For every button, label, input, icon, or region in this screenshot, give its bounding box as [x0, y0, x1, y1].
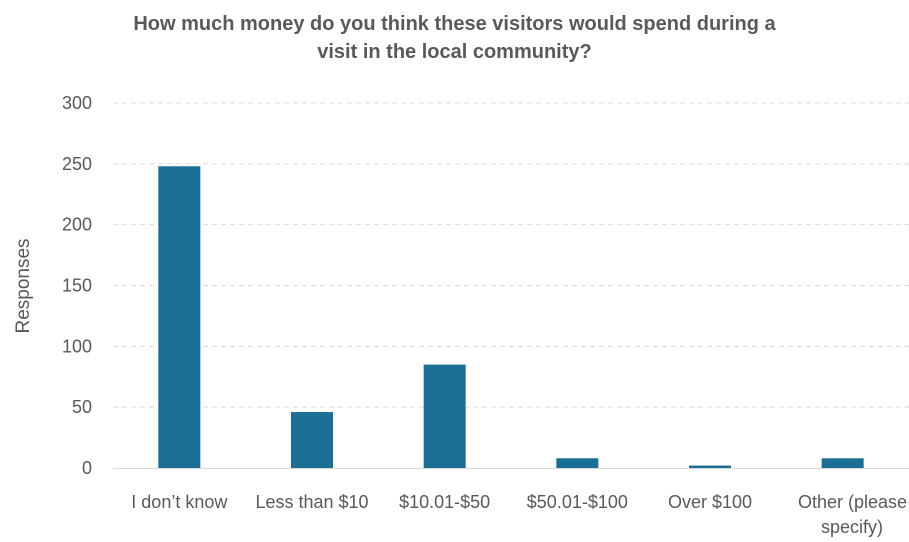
y-tick-label: 0	[82, 458, 92, 478]
bar	[291, 412, 333, 468]
axes: 0 50 100 150 200 250 300 I don’t know Less than …	[62, 93, 909, 537]
x-tick-label: I don’t know	[131, 492, 228, 512]
bars	[158, 166, 864, 468]
x-tick-label: $50.01-$100	[527, 492, 628, 512]
x-tick-label: $10.01-$50	[399, 492, 490, 512]
y-tick-label: 150	[62, 276, 92, 296]
chart-title-line-2: visit in the local community?	[317, 41, 592, 63]
y-tick-label: 250	[62, 154, 92, 174]
x-tick-label: Other (please	[798, 492, 907, 512]
chart-title: How much money do you think these visito…	[0, 10, 909, 66]
bar	[821, 458, 864, 468]
y-axis-title: Responses	[13, 238, 34, 333]
bar	[689, 465, 731, 468]
bar	[423, 364, 466, 468]
x-tick-label: Over $100	[668, 492, 752, 512]
chart-title-line-1: How much money do you think these visito…	[133, 13, 776, 35]
bar	[556, 458, 599, 468]
y-tick-label: 200	[62, 215, 92, 235]
y-tick-label: 50	[72, 397, 92, 417]
y-tick-label: 100	[62, 336, 92, 356]
x-tick-label: Less than $10	[255, 492, 368, 512]
bar	[158, 166, 201, 468]
x-tick-label: specify)	[821, 517, 883, 537]
gridlines	[113, 102, 909, 408]
y-tick-label: 300	[62, 93, 92, 113]
